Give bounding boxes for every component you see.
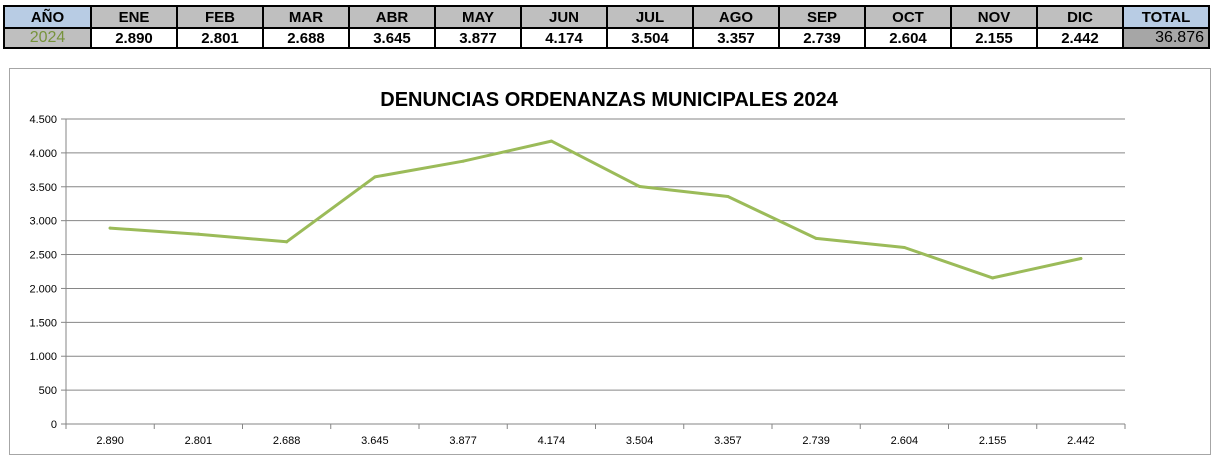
table-value-row: 2024 2.890 2.801 2.688 3.645 3.877 4.174…: [3, 27, 1210, 49]
series-line: [108, 139, 1083, 280]
y-tick-label: 3.500: [29, 182, 57, 194]
data-point: [373, 175, 377, 179]
month-value-cell: 2.155: [950, 27, 1038, 49]
month-header: JUN: [520, 5, 608, 29]
month-value-cell: 2.801: [176, 27, 264, 49]
data-point: [461, 159, 465, 163]
data-point: [285, 240, 289, 244]
month-header: ABR: [348, 5, 436, 29]
month-header: OCT: [864, 5, 952, 29]
data-point: [991, 276, 995, 280]
month-header: MAY: [434, 5, 522, 29]
month-value-cell: 3.357: [692, 27, 780, 49]
total-header: TOTAL: [1122, 5, 1210, 29]
x-tick-label: 2.604: [891, 435, 919, 447]
x-tick-label: 4.174: [538, 435, 566, 447]
month-header: ENE: [90, 5, 178, 29]
data-point: [1079, 256, 1083, 260]
y-tick-label: 4.000: [29, 148, 57, 160]
data-point: [108, 226, 112, 230]
y-tick-label: 3.000: [29, 216, 57, 228]
y-tick-label: 1.500: [29, 317, 57, 329]
x-tick-label: 3.357: [714, 435, 742, 447]
month-value-cell: 4.174: [520, 27, 608, 49]
x-tick-label: 3.877: [449, 435, 477, 447]
y-tick-label: 2.000: [29, 283, 57, 295]
line-chart: DENUNCIAS ORDENANZAS MUNICIPALES 2024 0 5…: [29, 89, 1126, 447]
x-tick-label: 3.504: [626, 435, 654, 447]
month-value-cell: 2.688: [262, 27, 350, 49]
month-value-cell: 2.890: [90, 27, 178, 49]
axes: [61, 118, 1126, 429]
month-header: FEB: [176, 5, 264, 29]
month-header: DIC: [1036, 5, 1124, 29]
chart-frame: DENUNCIAS ORDENANZAS MUNICIPALES 2024 0 5…: [9, 68, 1211, 455]
month-header: NOV: [950, 5, 1038, 29]
x-tick-label: 2.739: [802, 435, 830, 447]
year-header: AÑO: [3, 5, 92, 29]
data-point: [726, 194, 730, 198]
month-value-cell: 3.877: [434, 27, 522, 49]
x-tick-label: 2.155: [979, 435, 1007, 447]
month-value-cell: 3.504: [606, 27, 694, 49]
month-header: AGO: [692, 5, 780, 29]
data-point: [549, 139, 553, 143]
x-tick-label: 2.442: [1067, 435, 1095, 447]
y-tick-label: 0: [51, 419, 57, 431]
x-axis-tick-labels: 2.890 2.801 2.688 3.645 3.877 4.174 3.504 3.357…: [96, 435, 1094, 447]
month-value-cell: 2.442: [1036, 27, 1124, 49]
data-point: [902, 246, 906, 250]
y-tick-label: 500: [39, 385, 57, 397]
y-tick-label: 1.000: [29, 351, 57, 363]
data-point: [638, 185, 642, 189]
y-axis-tick-labels: 0 500 1.000 1.500 2.000 2.500 3.000 3.500 4.000 4…: [29, 114, 57, 431]
chart-title: DENUNCIAS ORDENANZAS MUNICIPALES 2024: [380, 89, 838, 111]
data-point: [196, 232, 200, 236]
table-header-row: AÑO ENE FEB MAR ABR MAY JUN JUL AGO SEP …: [3, 5, 1210, 29]
y-tick-label: 2.500: [29, 250, 57, 262]
month-header: MAR: [262, 5, 350, 29]
month-value-cell: 3.645: [348, 27, 436, 49]
month-header: JUL: [606, 5, 694, 29]
data-table: AÑO ENE FEB MAR ABR MAY JUN JUL AGO SEP …: [3, 5, 1210, 49]
series-layer: [108, 139, 1083, 280]
total-value-cell: 36.876: [1122, 27, 1210, 49]
gridlines: [66, 118, 1125, 425]
x-tick-label: 3.645: [361, 435, 389, 447]
x-tick-label: 2.890: [96, 435, 124, 447]
y-tick-label: 4.500: [29, 114, 57, 126]
data-point: [814, 236, 818, 240]
x-tick-label: 2.801: [185, 435, 213, 447]
month-value-cell: 2.604: [864, 27, 952, 49]
month-header: SEP: [778, 5, 866, 29]
month-value-cell: 2.739: [778, 27, 866, 49]
x-tick-label: 2.688: [273, 435, 301, 447]
year-cell: 2024: [3, 27, 92, 49]
